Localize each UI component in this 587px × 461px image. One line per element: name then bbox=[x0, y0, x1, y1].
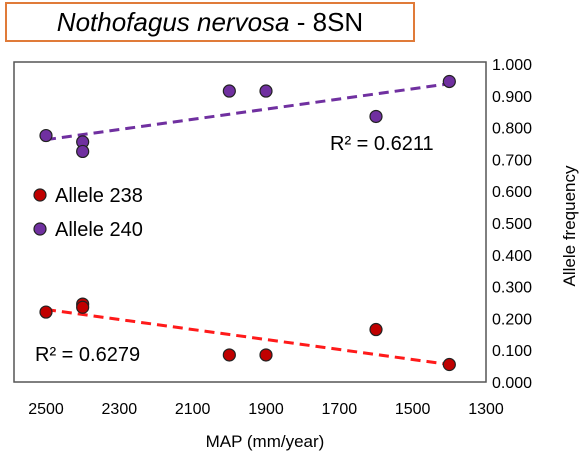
y-tick-label: 1.000 bbox=[492, 57, 532, 74]
y-tick-label: 0.000 bbox=[492, 375, 532, 392]
y-tick-label: 0.300 bbox=[492, 280, 532, 297]
legend-marker bbox=[33, 188, 47, 202]
trendlines bbox=[45, 82, 450, 366]
y-tick-label: 0.900 bbox=[492, 89, 532, 106]
y-axis-tick-labels: 0.000 0.100 0.200 0.300 0.400 0.500 0.600 0.700… bbox=[492, 57, 532, 392]
legend-label: Allele 240 bbox=[55, 219, 143, 241]
y-tick-label: 0.600 bbox=[492, 184, 532, 201]
x-tick-label: 1300 bbox=[468, 401, 504, 418]
x-tick-label: 2300 bbox=[102, 401, 138, 418]
data-point-series-1 bbox=[259, 84, 273, 98]
data-point-series-0 bbox=[259, 348, 273, 362]
x-tick-label: 1700 bbox=[322, 401, 358, 418]
y-axis-label: Allele frequency bbox=[560, 165, 579, 286]
r2-label: R² = 0.6211 bbox=[330, 133, 434, 155]
legend-marker bbox=[33, 222, 47, 236]
plot-area-frame bbox=[13, 61, 487, 383]
chart-title-code: 8SN bbox=[312, 6, 364, 37]
data-point-series-1 bbox=[442, 74, 456, 89]
y-tick-label: 0.800 bbox=[492, 121, 532, 138]
data-point-series-1 bbox=[369, 109, 383, 124]
data-point-series-0 bbox=[39, 305, 53, 319]
r-squared-labels: R² = 0.6279 R² = 0.6211 bbox=[35, 133, 434, 366]
data-point-series-0 bbox=[442, 357, 456, 372]
data-points bbox=[39, 74, 456, 372]
x-axis-label: MAP (mm/year) bbox=[206, 432, 325, 451]
chart-title-separator: - bbox=[289, 6, 313, 37]
data-point-series-0 bbox=[369, 322, 383, 337]
r2-label: R² = 0.6279 bbox=[35, 344, 140, 366]
data-point-series-1 bbox=[222, 84, 236, 98]
data-point-series-1 bbox=[39, 128, 53, 143]
x-axis-tick-labels: 2500 2300 2100 1900 1700 1500 1300 bbox=[28, 401, 504, 418]
x-tick-label: 1900 bbox=[248, 401, 284, 418]
trendline-series-1 bbox=[45, 82, 450, 142]
x-tick-label: 2500 bbox=[28, 401, 64, 418]
y-tick-label: 0.500 bbox=[492, 216, 532, 233]
chart-title-species: Nothofagus nervosa bbox=[56, 6, 290, 37]
legend-label: Allele 238 bbox=[55, 185, 143, 207]
chart-title: Nothofagus nervosa - 8SN bbox=[5, 2, 415, 42]
legend: Allele 238 Allele 240 bbox=[33, 185, 143, 241]
data-point-series-0 bbox=[222, 348, 236, 362]
y-tick-label: 0.400 bbox=[492, 248, 532, 265]
y-tick-label: 0.200 bbox=[492, 311, 532, 328]
trendline-series-0 bbox=[45, 308, 450, 366]
y-tick-label: 0.100 bbox=[492, 343, 532, 360]
x-tick-label: 1500 bbox=[395, 401, 431, 418]
data-point-series-0 bbox=[76, 300, 90, 314]
data-point-series-1 bbox=[76, 144, 90, 159]
x-tick-label: 2100 bbox=[175, 401, 211, 418]
y-tick-label: 0.700 bbox=[492, 152, 532, 169]
